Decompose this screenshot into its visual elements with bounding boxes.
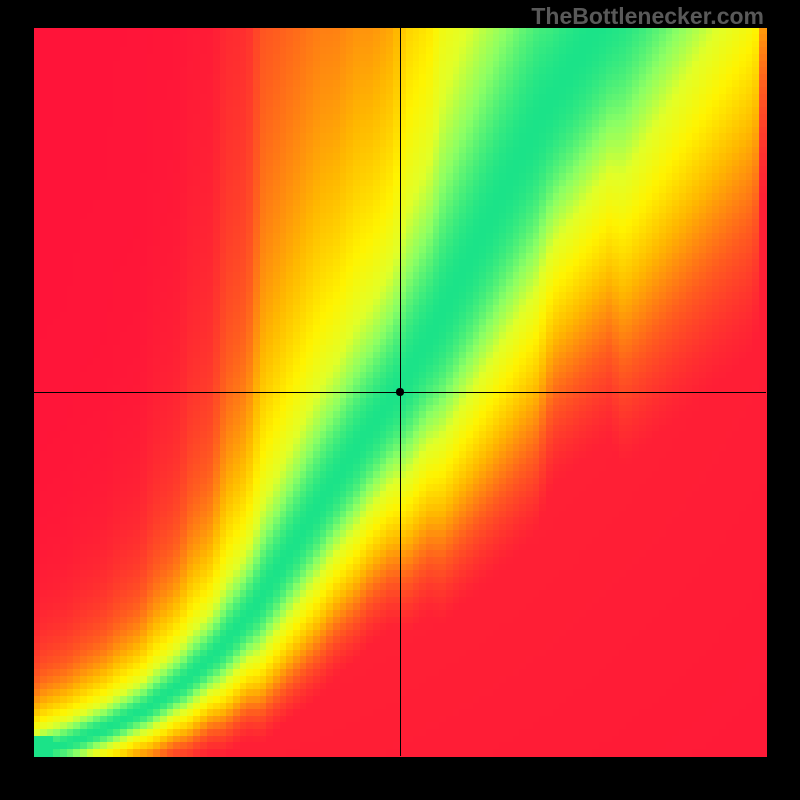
bottleneck-heatmap xyxy=(0,0,800,800)
watermark-text: TheBottlenecker.com xyxy=(531,3,764,30)
